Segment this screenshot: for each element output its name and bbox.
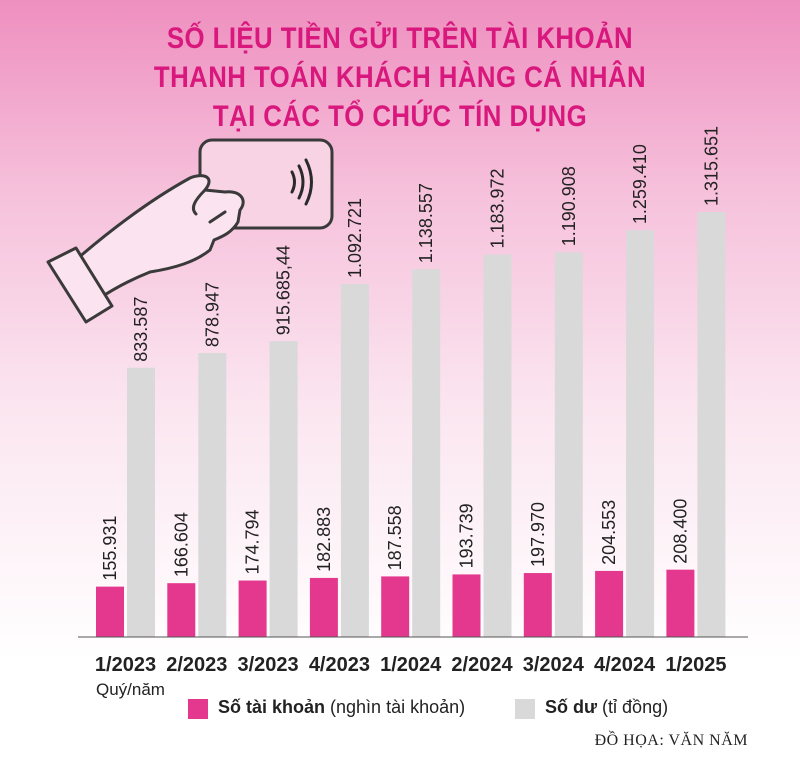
legend-unit-balance: (tỉ đồng) [602,697,669,717]
x-axis-label: Quý/năm [96,680,165,699]
bar-accounts [309,577,338,637]
x-tick-label: 4/2024 [594,654,656,676]
legend-swatch-accounts [188,699,208,719]
legend-item-balance: Số dư (tỉ đồng) [545,697,668,718]
data-label-balance: 1.138.557 [416,183,436,263]
x-tick-label: 2/2023 [166,654,227,676]
x-tick-label: 1/2024 [380,654,442,676]
hand-icon [68,174,245,300]
bar-accounts [595,570,624,637]
legend-item-accounts: Số tài khoản (nghìn tài khoản) [218,697,465,718]
data-label-accounts: 187.558 [385,505,405,570]
bar-balance [127,367,155,637]
x-tick-labels: 1/2023 2/2023 3/2023 4/2023 1/2024 2/2024 3/20… [95,654,727,676]
legend-label-accounts: Số tài khoản [218,697,326,717]
x-tick-label: 3/2023 [238,654,299,676]
data-label-balance: 1.315.651 [701,126,721,206]
bar-balance [554,252,583,637]
data-label-accounts: 155.931 [100,516,120,581]
x-tick-label: 4/2023 [309,654,370,676]
contactless-wave-icon [297,164,305,200]
bar-accounts [381,576,410,637]
x-tick-label: 2/2024 [451,654,513,676]
graphic-credit: ĐỒ HỌA: VĂN NĂM [594,732,748,749]
x-tick-label: 1/2025 [665,654,726,676]
bar-accounts [96,586,124,637]
bar-accounts [523,573,552,637]
bar-balance [198,353,227,637]
chart-title-line-1: SỐ LIỆU TIỀN GỬI TRÊN TÀI KHOẢN [166,22,634,55]
data-label-accounts: 182.883 [314,507,334,572]
hand-card-illustration [46,138,334,324]
data-label-balance: 1.190.908 [559,166,579,246]
finger-line-icon [208,210,227,224]
legend-unit-accounts: (nghìn tài khoản) [330,697,466,717]
contactless-wave-icon [304,158,313,206]
sleeve-cuff-icon [46,246,114,324]
data-label-balance: 1.183.972 [488,168,508,248]
bar-balance [412,269,441,637]
bar-accounts [452,574,481,637]
x-tick-label: 3/2024 [523,654,585,676]
finger-line-icon [191,188,207,216]
bar-accounts [167,583,196,637]
bar-balance [269,341,298,637]
x-tick-label: 1/2023 [95,654,156,676]
data-label-accounts: 197.970 [528,502,548,567]
data-label-balance: 915.685,44 [274,245,294,335]
data-label-accounts: 208.400 [670,499,690,564]
legend-swatch-balance [515,699,535,719]
data-label-accounts: 166.604 [171,512,191,577]
data-label-accounts: 204.553 [599,500,619,565]
bar-accounts [666,569,695,637]
chart-title-line-3: TẠI CÁC TỔ CHỨC TÍN DỤNG [212,100,588,133]
chart-title-line-2: THANH TOÁN KHÁCH HÀNG CÁ NHÂN [153,61,647,94]
data-label-balance: 833.587 [131,297,151,362]
bar-balance [483,254,512,637]
bar-accounts [238,580,267,637]
data-label-balance: 878.947 [202,282,222,347]
data-label-accounts: 193.739 [457,503,477,568]
legend-label-balance: Số dư [545,697,598,717]
data-label-accounts: 174.794 [243,509,263,574]
data-label-balance: 1.092.721 [345,198,365,278]
data-labels-layer: 155.931 833.587 166.604 878.947 174.794 915.6… [100,126,721,581]
contactless-wave-icon [290,170,296,194]
bars-layer [96,212,726,637]
data-label-balance: 1.259.410 [630,144,650,224]
bar-balance [340,284,369,637]
bar-balance [697,212,726,637]
bar-balance [626,230,655,637]
